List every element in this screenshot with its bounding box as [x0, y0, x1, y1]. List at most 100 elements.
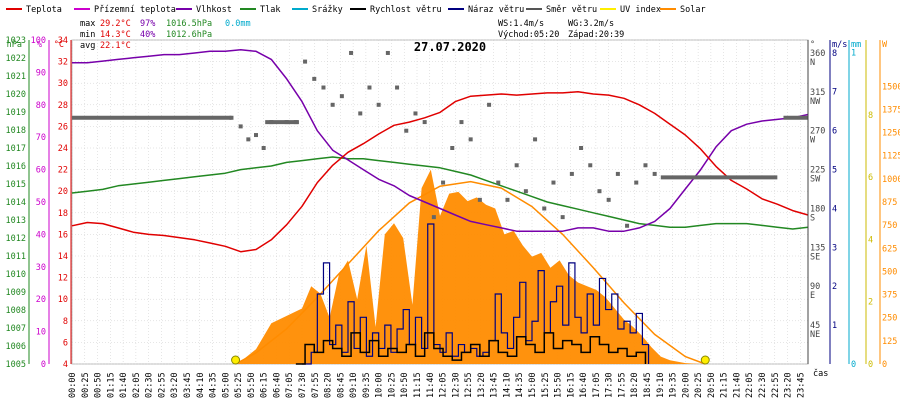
axis-hpa-tick-label: 1009	[6, 288, 26, 298]
axis-direction-tick-label: 90	[810, 282, 820, 292]
axis-wind-speed-tick-label: 2	[832, 282, 837, 292]
x-tick-label: 20:50	[707, 372, 717, 398]
wind-direction-point	[606, 197, 611, 202]
x-tick-label: 14:35	[515, 372, 525, 398]
wind-direction-point	[312, 76, 317, 81]
wind-direction-point	[293, 120, 298, 125]
legend-label-naraz: Náraz větru	[468, 5, 524, 15]
x-tick-label: 02:30	[145, 372, 155, 398]
stats-wg: WG:3.2m/s	[568, 19, 614, 29]
axis-hpa-tick-label: 1010	[6, 270, 26, 280]
wind-direction-point	[652, 171, 657, 176]
axis-hpa-tick-label: 1023	[6, 36, 26, 46]
wind-direction-point	[422, 120, 427, 125]
axis-hpa-tick-label: 1005	[6, 360, 26, 370]
stats-avg-temp: 22.1°C	[100, 41, 131, 51]
axis-temperature: 4 6 8 10 12 14 16 18 20 22 24 26 28 30 32 34°C	[54, 36, 72, 370]
x-tick-label: 15:00	[528, 372, 538, 398]
wind-direction-point	[238, 124, 243, 129]
axis-hpa-tick-label: 1012	[6, 234, 26, 244]
axis-solar-tick-label: 1250	[882, 129, 900, 139]
x-tick-label: 09:10	[349, 372, 359, 398]
wind-direction-point	[468, 137, 473, 142]
axis-temperature-tick-label: 16	[58, 230, 68, 240]
axis-solar-tick-label: 1375	[882, 105, 900, 115]
wind-direction-point	[579, 146, 584, 150]
axis-direction-direction-label: E	[810, 291, 815, 301]
x-axis: 00:00 00:25 00:50 01:15 01:40 02:05 02:30 02:55…	[68, 368, 828, 398]
axis-solar-tick-label: 625	[882, 244, 897, 254]
axis-wind-speed-tick-label: 6	[832, 127, 837, 137]
axis-temperature-tick-label: 26	[58, 122, 68, 132]
axis-temperature-tick-label: 22	[58, 166, 68, 176]
axis-direction-tick-label: 135	[810, 243, 825, 253]
axis-hpa-tick-label: 1021	[6, 72, 26, 82]
wind-direction-point	[385, 50, 390, 55]
axis-rain: 0 1mm	[848, 40, 861, 370]
wind-direction-point	[413, 111, 418, 116]
axis-direction-direction-label: SE	[810, 252, 820, 262]
pressure-line	[71, 156, 809, 230]
axis-percent-tick-label: 90	[36, 68, 46, 78]
wind-direction-point	[487, 102, 492, 107]
axis-temperature-tick-label: 34	[58, 36, 68, 46]
axis-rain-unit: mm	[851, 40, 861, 50]
axis-percent-tick-label: 80	[36, 101, 46, 111]
x-tick-label: 15:25	[541, 372, 551, 398]
wind-direction-point	[303, 59, 308, 64]
axis-direction-tick-label: 270	[810, 127, 825, 137]
x-tick-label: 07:30	[298, 372, 308, 398]
x-tick-label: 06:40	[272, 372, 282, 398]
x-axis-label: čas	[813, 368, 828, 379]
axis-hpa-tick-label: 1011	[6, 252, 26, 262]
axis-solar-tick-label: 1000	[882, 175, 900, 185]
x-tick-label: 11:40	[426, 372, 436, 398]
axis-percent-tick-label: 50	[36, 198, 46, 208]
wind-direction-point	[533, 137, 538, 142]
axis-solar-tick-label: 250	[882, 314, 897, 324]
x-tick-label: 12:05	[439, 372, 449, 398]
wind-direction-point	[514, 163, 519, 168]
x-tick-label: 03:20	[170, 372, 180, 398]
legend-label-srazky: Srážky	[312, 5, 343, 15]
axis-temperature-tick-label: 12	[58, 274, 68, 284]
wind-direction-point	[229, 115, 234, 120]
x-tick-label: 15:50	[554, 372, 564, 398]
axis-direction-direction-label: W	[810, 136, 816, 146]
x-tick-label: 10:25	[387, 372, 397, 398]
x-tick-label: 21:40	[732, 372, 742, 398]
legend-label-vlhkost: Vlhkost	[196, 5, 232, 15]
legend-label-tlak: Tlak	[260, 5, 280, 15]
wind-direction-point	[496, 180, 501, 185]
axis-uv-tick-label: 8	[868, 111, 873, 121]
axis-direction-direction-label: NE	[810, 330, 820, 340]
axis-direction-tick-label: 360	[810, 49, 825, 59]
axis-uv: 0 2 4 6 8	[865, 40, 873, 370]
humidity-line	[72, 48, 809, 232]
x-tick-label: 09:35	[362, 372, 372, 398]
legend-label-rychlost: Rychlost větru	[370, 5, 442, 15]
wind-direction-point	[643, 163, 648, 168]
chart-title: 27.07.2020	[414, 40, 486, 54]
axis-percent-tick-label: 70	[36, 133, 46, 143]
axis-wind-speed: 1 2 3 4 5 6 7 8m/s	[829, 40, 847, 364]
x-tick-label: 20:00	[681, 372, 691, 398]
stats-max-temp: 29.2°C	[100, 19, 131, 29]
stats-max-press: 1016.5hPa	[166, 19, 212, 29]
solar-area	[237, 169, 701, 364]
axis-hpa-tick-label: 1015	[6, 180, 26, 190]
temperature-line	[71, 91, 809, 253]
x-tick-label: 12:30	[451, 372, 461, 398]
axis-percent-tick-label: 30	[36, 263, 46, 273]
wind-direction-point	[551, 180, 556, 185]
axis-rain-tick-label: 1	[851, 48, 856, 58]
axis-wind-speed-tick-label: 1	[832, 321, 837, 331]
axis-temperature-tick-label: 10	[58, 295, 68, 305]
axis-solar-tick-label: 1125	[882, 152, 900, 162]
legend-label-solar: Solar	[680, 5, 706, 15]
axis-hpa-tick-label: 1018	[6, 126, 26, 136]
stats-sunset: Západ:20:39	[568, 30, 624, 40]
axis-direction-tick-label: 180	[810, 204, 825, 214]
legend-label-uv: UV index	[620, 5, 661, 15]
wind-direction-point	[615, 171, 620, 176]
